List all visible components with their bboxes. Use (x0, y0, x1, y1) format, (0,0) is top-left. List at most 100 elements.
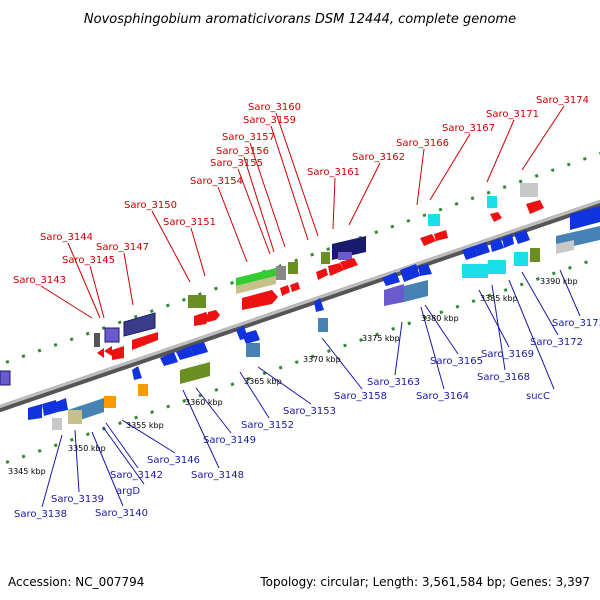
gene-block[interactable] (488, 260, 506, 274)
gene-label[interactable]: Saro_3163 (367, 377, 420, 388)
gene-block[interactable] (104, 327, 120, 343)
gene-arrow[interactable] (514, 230, 530, 244)
gene-arrow[interactable] (382, 272, 400, 286)
gene-block[interactable] (123, 312, 156, 337)
gene-arrow[interactable] (132, 366, 142, 380)
gene-block[interactable] (321, 252, 330, 264)
gene-label[interactable]: Saro_3167 (442, 123, 495, 134)
gene-block[interactable] (104, 396, 116, 408)
gene-label[interactable]: Saro_3166 (396, 138, 449, 149)
gene-label[interactable]: Saro_3173 (552, 318, 600, 329)
gene-arrow[interactable] (280, 285, 290, 296)
gene-block[interactable] (68, 410, 82, 424)
gene-label[interactable]: Saro_3152 (241, 420, 294, 431)
gene-block[interactable] (0, 370, 11, 386)
gene-label[interactable]: Saro_3142 (110, 470, 163, 481)
gene-block[interactable] (514, 252, 528, 266)
gene-arrow[interactable] (526, 200, 544, 214)
gene-block[interactable] (428, 214, 440, 226)
gene-block[interactable] (520, 183, 538, 197)
gene-block[interactable] (570, 206, 600, 230)
gene-label[interactable]: Saro_3160 (248, 102, 301, 113)
gene-label[interactable]: Saro_3164 (416, 391, 469, 402)
gene-arrow[interactable] (462, 246, 478, 260)
gene-label[interactable]: Saro_3148 (191, 470, 244, 481)
gene-arrow[interactable] (434, 230, 448, 241)
gene-label[interactable]: Saro_3157 (222, 132, 275, 143)
gene-block[interactable] (462, 264, 488, 278)
gene-arrow[interactable] (502, 234, 514, 248)
gene-label[interactable]: Saro_3139 (51, 494, 104, 505)
gene-arrow[interactable] (242, 330, 260, 344)
gene-arrow[interactable] (340, 258, 358, 270)
gene-arrow[interactable] (176, 346, 194, 360)
gene-label[interactable]: Saro_3155 (210, 158, 263, 169)
gene-label[interactable]: Saro_3169 (481, 349, 534, 360)
gene-arrow[interactable] (112, 346, 124, 360)
gene-arrow[interactable] (208, 310, 220, 322)
gene-label[interactable]: Saro_3145 (62, 255, 115, 266)
gene-label[interactable]: Saro_3150 (124, 200, 177, 211)
gene-label[interactable]: Saro_3151 (163, 217, 216, 228)
gene-label[interactable]: sucC (526, 391, 550, 402)
gene-label[interactable]: Saro_3140 (95, 508, 148, 519)
gene-arrow[interactable] (132, 332, 158, 350)
gene-arrow[interactable] (194, 312, 210, 326)
gene-block[interactable] (276, 266, 286, 280)
gene-label[interactable]: Saro_3162 (352, 152, 405, 163)
gene-block[interactable] (246, 343, 260, 357)
gene-label[interactable]: Saro_3149 (203, 435, 256, 446)
gene-label[interactable]: Saro_3161 (307, 167, 360, 178)
gene-label[interactable]: Saro_3158 (334, 391, 387, 402)
gene-label[interactable]: argD (116, 486, 140, 497)
gene-arrow[interactable] (328, 263, 344, 276)
gene-block[interactable] (384, 284, 404, 306)
gene-label[interactable]: Saro_3156 (216, 146, 269, 157)
gene-label[interactable]: Saro_3154 (190, 176, 243, 187)
gene-arrow[interactable] (104, 346, 112, 356)
gene-label[interactable]: Saro_3143 (13, 275, 66, 286)
gene-block[interactable] (52, 418, 62, 430)
gene-block[interactable] (318, 318, 328, 332)
gene-arrow[interactable] (56, 398, 68, 412)
gene-label[interactable]: Saro_3144 (40, 232, 93, 243)
gene-label[interactable]: Saro_3147 (96, 242, 149, 253)
gene-arrow[interactable] (490, 212, 502, 222)
gene-arrow[interactable] (97, 348, 104, 358)
gene-arrow[interactable] (242, 290, 278, 310)
gene-arrow[interactable] (190, 342, 208, 356)
gene-arrow[interactable] (290, 282, 300, 292)
gene-label[interactable]: Saro_3159 (243, 115, 296, 126)
gene-block[interactable] (180, 362, 210, 384)
gene-block[interactable] (236, 268, 276, 286)
gene-block[interactable] (288, 262, 298, 274)
gene-label[interactable]: Saro_3146 (147, 455, 200, 466)
gene-arrow[interactable] (400, 264, 420, 282)
gene-arrow[interactable] (314, 298, 324, 312)
gene-arrow[interactable] (490, 238, 504, 252)
gene-arrow[interactable] (160, 352, 178, 366)
gene-block[interactable] (188, 295, 206, 308)
gene-arrow[interactable] (316, 268, 328, 280)
gene-arrow[interactable] (420, 234, 436, 246)
gene-block[interactable] (338, 252, 352, 260)
gene-label[interactable]: Saro_3138 (14, 509, 67, 520)
gene-block[interactable] (236, 276, 276, 294)
gene-label[interactable]: Saro_3171 (486, 109, 539, 120)
gene-block[interactable] (404, 280, 428, 302)
gene-arrow[interactable] (28, 404, 42, 420)
gene-arrow[interactable] (474, 242, 490, 256)
gene-label[interactable]: Saro_3165 (430, 356, 483, 367)
gene-block[interactable] (530, 248, 540, 262)
gene-label[interactable]: Saro_3153 (283, 406, 336, 417)
gene-label[interactable]: Saro_3174 (536, 95, 589, 106)
gene-block[interactable] (556, 240, 574, 254)
gene-label[interactable]: Saro_3168 (477, 372, 530, 383)
gene-label[interactable]: Saro_3172 (530, 337, 583, 348)
gene-block[interactable] (138, 384, 148, 396)
gene-block[interactable] (94, 333, 100, 347)
gene-arrow[interactable] (42, 400, 58, 416)
gene-block[interactable] (487, 196, 497, 208)
gene-arrow[interactable] (418, 264, 432, 276)
